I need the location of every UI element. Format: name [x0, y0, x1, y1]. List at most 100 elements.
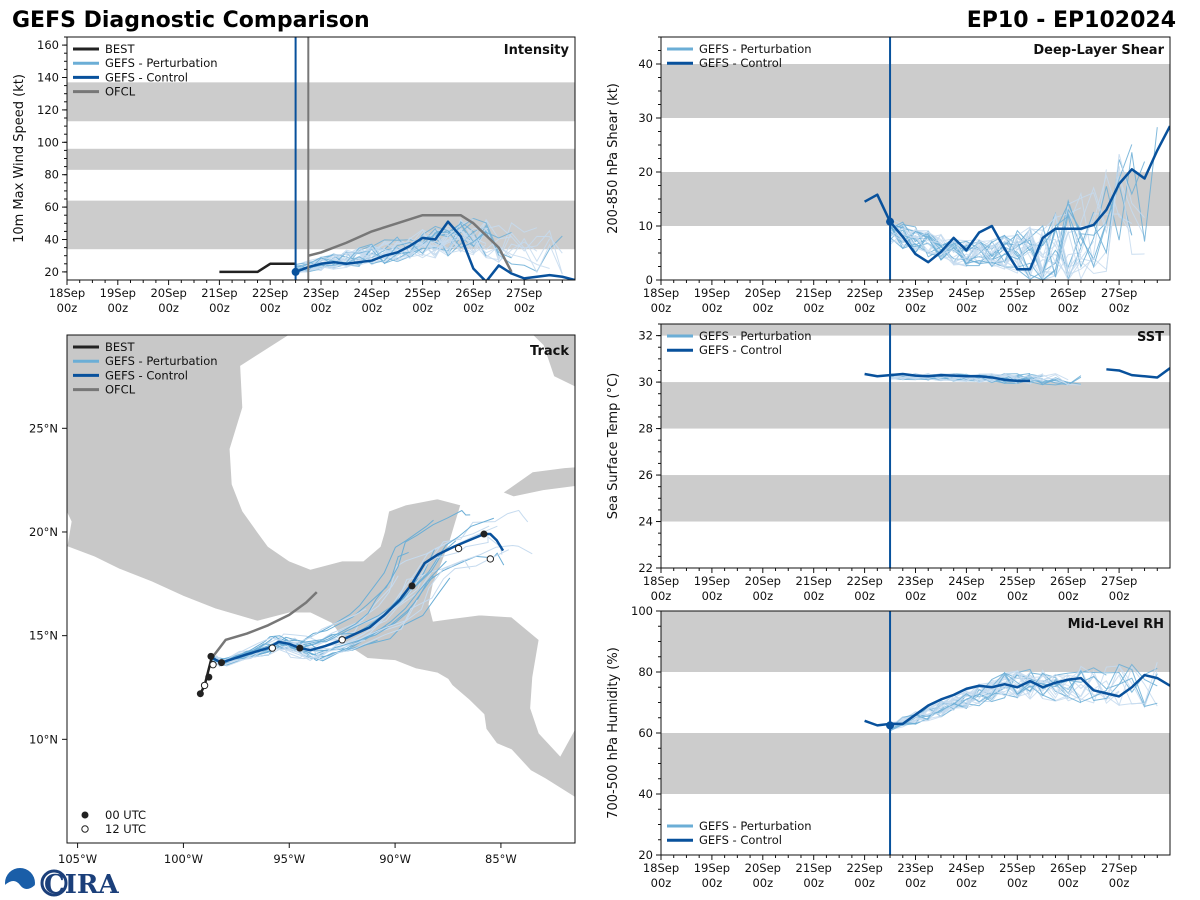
- perturbation-member-line: [889, 225, 1056, 264]
- y-tick-label: 0: [646, 273, 653, 287]
- noaa-wave-icon: [5, 881, 35, 900]
- land-cuba: [502, 466, 575, 498]
- x-tick-hour: 00z: [702, 589, 723, 603]
- x-tick-label: 20Sep 00z: [745, 574, 781, 603]
- y-tick-label: 28: [638, 422, 653, 436]
- figure-title-right: EP10 - EP102024: [967, 8, 1176, 33]
- plot-area: [661, 611, 1170, 794]
- noaa-logo: [5, 868, 35, 900]
- legend-label: GEFS - Perturbation: [105, 56, 218, 70]
- y-tick-label: 30: [638, 375, 653, 389]
- x-tick-day: 22Sep: [846, 861, 882, 875]
- x-tick-hour: 00z: [514, 301, 535, 315]
- legend-label: OFCL: [105, 85, 136, 99]
- x-tick-hour: 00z: [1058, 301, 1079, 315]
- lon-tick-label: 100°W: [164, 852, 203, 866]
- perturbation-member-line: [295, 227, 487, 270]
- x-tick-day: 23Sep: [897, 861, 933, 875]
- series-line-best: [219, 262, 296, 274]
- x-tick-day: 24Sep: [948, 861, 984, 875]
- x-tick-hour: 00z: [854, 301, 875, 315]
- legend-label: GEFS - Control: [699, 833, 782, 847]
- legend-label: GEFS - Perturbation: [105, 354, 218, 368]
- x-tick-label: 22Sep 00z: [252, 286, 288, 315]
- y-axis-label: 700-500 hPa Humidity (%): [606, 647, 621, 819]
- x-tick-hour: 00z: [1109, 589, 1130, 603]
- track-point-12utc: [200, 681, 209, 690]
- x-tick-hour: 00z: [702, 876, 723, 890]
- y-tick-label: 80: [638, 665, 653, 679]
- x-tick-day: 24Sep: [948, 286, 984, 300]
- perturbation-member-line: [295, 222, 512, 271]
- category-band: [661, 611, 1170, 672]
- x-tick-day: 21Sep: [796, 861, 832, 875]
- lat-tick-label: 10°N: [29, 732, 58, 746]
- x-tick-label: 23Sep 00z: [897, 286, 933, 315]
- x-tick-hour: 00z: [1007, 876, 1028, 890]
- x-tick-hour: 00z: [956, 589, 977, 603]
- x-tick-label: 21Sep 00z: [796, 574, 832, 603]
- legend-label: GEFS - Perturbation: [699, 819, 812, 833]
- track-point-00utc: [207, 652, 215, 660]
- x-tick-day: 26Sep: [1050, 286, 1086, 300]
- y-tick-label: 60: [638, 726, 653, 740]
- x-tick-hour: 00z: [803, 876, 824, 890]
- map-area: [67, 335, 575, 843]
- perturbation-member-line: [889, 372, 1043, 383]
- x-tick-hour: 00z: [1109, 301, 1130, 315]
- init-marker: [291, 267, 300, 276]
- lon-tick-label: 95°W: [273, 852, 305, 866]
- perturbation-track: [215, 549, 509, 667]
- y-tick-label: 40: [638, 57, 653, 71]
- x-tick-day: 23Sep: [897, 574, 933, 588]
- x-tick-label: 24Sep 00z: [354, 286, 390, 315]
- perturbation-member-line: [889, 229, 1082, 277]
- series-line-gefs-control: [864, 372, 1031, 383]
- plot-area: [661, 64, 1170, 280]
- series-line-ofcl: [307, 213, 513, 273]
- category-band: [661, 172, 1170, 226]
- x-tick-label: 18Sep 00z: [643, 286, 679, 315]
- y-tick-label: 20: [638, 848, 653, 862]
- x-tick-day: 21Sep: [796, 286, 832, 300]
- track-point-00utc: [480, 530, 488, 538]
- x-tick-label: 19Sep 00z: [694, 861, 730, 890]
- cira-logo: CIRA: [40, 869, 119, 900]
- panel-title: Mid-Level RH: [1068, 617, 1164, 632]
- panel-title: Track: [530, 344, 569, 359]
- y-tick-label: 40: [638, 787, 653, 801]
- y-tick-label: 24: [638, 515, 653, 529]
- plot-area: [661, 324, 1170, 522]
- x-tick-hour: 00z: [1007, 589, 1028, 603]
- x-tick-day: 22Sep: [846, 286, 882, 300]
- y-tick-label: 10: [638, 219, 653, 233]
- x-tick-day: 26Sep: [1050, 861, 1086, 875]
- track-point-00utc: [218, 659, 226, 667]
- y-axis-label: 10m Max Wind Speed (kt): [12, 74, 27, 243]
- x-tick-day: 19Sep: [694, 286, 730, 300]
- marker-legend-00utc: [81, 811, 89, 819]
- marker-legend-12utc: [81, 825, 89, 833]
- x-tick-hour: 00z: [956, 876, 977, 890]
- x-tick-label: 25Sep 00z: [999, 861, 1035, 890]
- x-tick-label: 25Sep 00z: [999, 286, 1035, 315]
- x-tick-hour: 00z: [651, 301, 672, 315]
- x-tick-label: 27Sep 00z: [1101, 286, 1137, 315]
- x-tick-day: 25Sep: [404, 286, 440, 300]
- x-tick-label: 22Sep 00z: [846, 574, 882, 603]
- x-tick-hour: 00z: [1058, 589, 1079, 603]
- y-tick-label: 20: [44, 265, 59, 279]
- y-tick-label: 20: [638, 165, 653, 179]
- y-tick-label: 32: [638, 329, 653, 343]
- x-tick-hour: 00z: [311, 301, 332, 315]
- x-tick-hour: 00z: [854, 876, 875, 890]
- perturbation-member-line: [889, 186, 1107, 280]
- x-tick-day: 24Sep: [948, 574, 984, 588]
- x-tick-label: 18Sep 00z: [643, 574, 679, 603]
- y-tick-label: 60: [44, 200, 59, 214]
- x-tick-day: 27Sep: [1101, 286, 1137, 300]
- x-tick-day: 23Sep: [303, 286, 339, 300]
- x-tick-day: 21Sep: [201, 286, 237, 300]
